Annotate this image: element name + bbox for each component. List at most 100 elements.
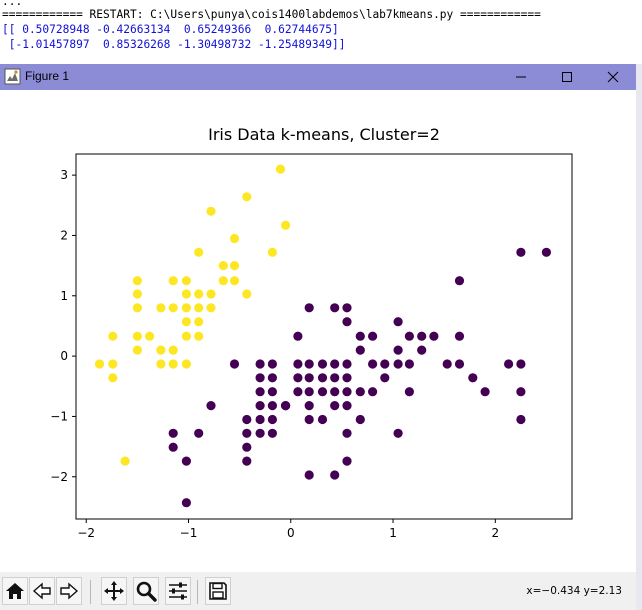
cluster-b-point [417, 331, 427, 341]
figure-canvas[interactable]: Iris Data k-means, Cluster=2 −2 −1 0 1 2 −2 −1 0… [0, 90, 636, 572]
close-button[interactable] [590, 64, 636, 90]
cluster-a-point [181, 276, 191, 286]
pan-button[interactable] [101, 577, 127, 605]
pan-icon [104, 581, 124, 601]
cluster-b-point [516, 247, 526, 257]
configure-subplots-button[interactable] [165, 577, 191, 605]
y-tick-label: 1 [60, 289, 68, 303]
cluster-b-point [342, 317, 352, 327]
cluster-a-point [156, 303, 166, 313]
idle-shell-output: ... ============ RESTART: C:\Users\punya… [0, 0, 642, 66]
cluster-b-point [368, 359, 378, 369]
cluster-b-point [304, 387, 314, 397]
cluster-b-point [429, 331, 439, 341]
axes-frame [75, 153, 573, 520]
window-title: Figure 1 [25, 69, 70, 83]
cluster-b-point [368, 331, 378, 341]
cluster-b-point [355, 345, 365, 355]
cluster-b-point [267, 387, 277, 397]
chart-title: Iris Data k-means, Cluster=2 [208, 125, 440, 144]
back-button[interactable] [29, 577, 55, 605]
forward-icon [60, 582, 79, 600]
forward-button[interactable] [56, 577, 82, 605]
home-button[interactable] [2, 577, 28, 605]
cluster-b-point [393, 359, 403, 369]
cluster-b-point [267, 373, 277, 383]
window-titlebar[interactable]: Figure 1 [0, 64, 636, 90]
cluster-b-point [342, 303, 352, 313]
home-icon [6, 583, 24, 599]
cluster-b-point [342, 359, 352, 369]
y-tick-label: 2 [60, 228, 68, 242]
cluster-b-point [168, 442, 178, 452]
cluster-a-point [206, 289, 216, 299]
y-tick-label: 3 [60, 168, 68, 182]
save-button[interactable] [205, 577, 231, 605]
cluster-b-point [168, 428, 178, 438]
cluster-b-point [342, 456, 352, 466]
cluster-b-point [293, 373, 303, 383]
cluster-b-point [342, 387, 352, 397]
cluster-a-point [181, 331, 191, 341]
cluster-b-point [355, 387, 365, 397]
configure-subplots-icon [169, 582, 187, 600]
cluster-b-point [393, 317, 403, 327]
cluster-a-point [242, 289, 252, 299]
cluster-b-point [317, 359, 328, 369]
cluster-a-point [218, 276, 228, 286]
cluster-a-point [108, 373, 118, 383]
cluster-a-point [145, 331, 155, 341]
cluster-a-point [132, 345, 142, 355]
y-tick-label: 0 [60, 349, 68, 363]
cluster-a-point [132, 276, 142, 286]
cluster-a-point [94, 359, 105, 369]
cluster-b-point [342, 428, 352, 438]
cluster-a-point [218, 261, 228, 271]
y-tick-label: −1 [50, 409, 68, 423]
cluster-b-point [317, 387, 328, 397]
cluster-b-point [380, 373, 390, 383]
cluster-b-point [516, 414, 526, 425]
cluster-b-point [194, 428, 204, 438]
cluster-a-point [168, 345, 178, 355]
cluster-a-point [132, 289, 142, 299]
cluster-b-point [330, 387, 340, 397]
cluster-b-point [242, 456, 252, 466]
cluster-b-point [304, 401, 314, 411]
cluster-b-point [181, 456, 191, 466]
zoom-button[interactable] [133, 577, 159, 605]
cluster-b-point [393, 345, 403, 355]
cluster-b-point [267, 401, 277, 411]
x-tick-label: 0 [287, 526, 295, 540]
cluster-a-point [181, 317, 191, 327]
cluster-b-point [454, 276, 465, 286]
cluster-b-point [267, 414, 277, 425]
cluster-b-point [317, 414, 328, 425]
cluster-a-point [194, 303, 204, 313]
cluster-a-point [281, 220, 291, 230]
maximize-button[interactable] [544, 64, 590, 90]
minimize-button[interactable] [498, 64, 544, 90]
cluster-a-point [229, 276, 240, 286]
figure-icon [4, 68, 21, 85]
cluster-b-point [267, 359, 277, 369]
back-icon [32, 582, 51, 600]
cluster-b-point [229, 359, 240, 369]
cluster-a-point [194, 247, 204, 257]
cluster-b-point [330, 373, 340, 383]
cluster-a-point [181, 359, 191, 369]
scatter-plot: Iris Data k-means, Cluster=2 −2 −1 0 1 2 −2 −1 0… [50, 125, 573, 540]
cluster-a-point [120, 456, 130, 466]
cursor-coordinates: x=−0.434 y=2.13 [526, 585, 622, 597]
cluster-b-point [281, 401, 291, 411]
cluster-a-point [156, 345, 166, 355]
cluster-b-point [516, 359, 526, 369]
cluster-b-point [480, 387, 490, 397]
cluster-b-point [304, 303, 314, 313]
cluster-b-point [454, 331, 465, 341]
close-icon [607, 71, 619, 83]
cluster-b-point [516, 387, 526, 397]
minimize-icon [516, 76, 526, 78]
cluster-b-point [442, 359, 452, 369]
zoom-icon [136, 581, 157, 602]
